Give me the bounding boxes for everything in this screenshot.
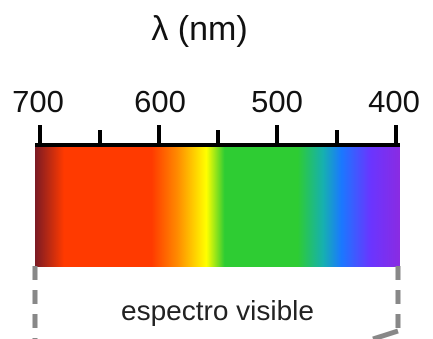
spectrum-bar: [35, 145, 400, 267]
tick-label-500: 500: [251, 84, 303, 119]
tick-label-600: 600: [134, 84, 186, 119]
tick-label-400: 400: [368, 84, 420, 119]
spectrum-caption: espectro visible: [121, 295, 314, 326]
tick-label-700: 700: [12, 84, 64, 119]
axis-title: λ (nm): [151, 10, 248, 48]
bracket-bottom-right: [372, 328, 399, 339]
